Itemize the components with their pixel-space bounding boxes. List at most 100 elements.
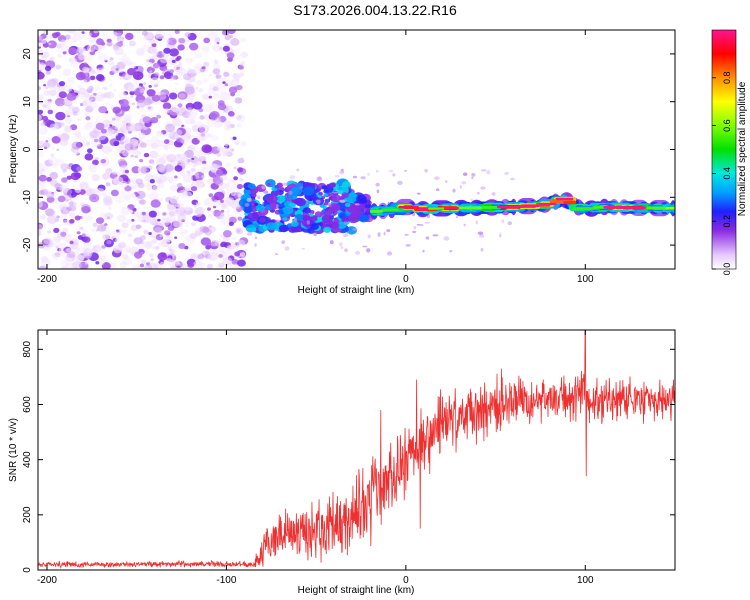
spectrogram-noise-blob	[165, 235, 173, 243]
spectrogram-noise-blob	[97, 224, 107, 232]
spectrogram-noise-blob	[105, 102, 110, 106]
spectrogram-noise-blob	[166, 154, 177, 163]
spectrogram-onset-blob	[302, 207, 311, 214]
spectrogram-noise-blob	[87, 45, 96, 53]
spectrogram-noise-blob	[216, 84, 227, 94]
spectrogram-noise-blob	[64, 117, 73, 124]
spectrogram-noise-blob	[236, 115, 242, 120]
spectrogram-noise-blob	[89, 193, 100, 203]
spectrogram-noise-blob	[134, 155, 139, 159]
spectrogram-noise-blob	[74, 131, 82, 138]
spectrogram-noise-blob	[140, 259, 147, 265]
spectrogram-noise-blob	[72, 111, 79, 116]
spectrogram-faint-blob	[386, 251, 393, 256]
spectrogram-noise-blob	[139, 88, 145, 93]
spectrogram-noise-blob	[128, 40, 136, 47]
spectrogram-noise-blob	[174, 30, 180, 34]
spectrogram-noise-blob	[182, 126, 186, 129]
spectrogram-noise-blob	[134, 125, 140, 130]
spectrogram-noise-blob	[85, 116, 91, 121]
spectrogram-faint-blob	[449, 250, 453, 253]
spectrogram-noise-blob	[52, 255, 59, 260]
spectrogram-carrier-segment	[555, 197, 574, 201]
spectrogram-faint-blob	[386, 229, 391, 233]
spectrogram-faint-blob	[434, 176, 440, 180]
spectrogram-onset-blob	[282, 216, 288, 221]
spectrogram-noise-blob	[240, 62, 245, 67]
spectrogram-noise-blob	[86, 67, 95, 74]
spectrogram-noise-blob	[183, 229, 189, 235]
spectrogram-noise-blob	[83, 68, 90, 73]
spectrogram-noise-blob	[214, 117, 222, 123]
spectrogram-noise-blob	[120, 136, 130, 144]
spectrogram-noise-blob	[211, 135, 219, 142]
spectrogram-noise-blob	[151, 135, 159, 142]
spectrogram-noise-blob	[166, 176, 173, 183]
spectrogram-noise-blob	[38, 141, 43, 147]
spectrogram-noise-blob	[212, 62, 221, 70]
spectrogram-noise-blob	[75, 254, 85, 262]
spectrogram-noise-blob	[109, 57, 114, 61]
spectrogram-noise-blob	[106, 216, 111, 220]
spectrogram-noise-blob	[76, 231, 81, 235]
spectrogram-noise-blob	[65, 199, 69, 202]
spectrogram-noise-blob	[240, 141, 247, 147]
spectrogram-noise-blob	[155, 30, 166, 40]
spectrogram-noise-blob	[143, 37, 148, 41]
spectrogram-noise-blob	[165, 123, 176, 133]
spectrogram-noise-blob	[119, 40, 123, 44]
spectrogram-noise-blob	[174, 129, 183, 136]
spectrogram-faint-blob	[416, 223, 421, 226]
spectrogram-onset-blob	[338, 186, 343, 191]
spectrogram-faint-blob	[334, 175, 340, 178]
spectrogram-noise-blob	[81, 233, 86, 237]
spectrogram-faint-blob	[377, 232, 381, 237]
spectrogram-noise-blob	[113, 141, 120, 147]
spectrogram-noise-blob	[66, 239, 71, 243]
spectrogram-noise-blob	[225, 210, 230, 214]
spectrogram-faint-blob	[298, 186, 304, 190]
spectrogram-noise-blob	[84, 61, 88, 65]
spectrogram-faint-blob	[343, 234, 349, 237]
spectrogram-noise-blob	[38, 35, 43, 41]
spectrogram-noise-blob	[148, 191, 159, 201]
spectrogram-noise-blob	[230, 148, 235, 152]
spectrogram-noise-blob	[176, 261, 180, 265]
spectrogram-noise-blob	[125, 247, 132, 253]
spectrogram-onset-blob	[247, 212, 260, 222]
spectrogram-noise-blob	[220, 241, 228, 248]
spectrogram-noise-blob	[186, 170, 191, 174]
spectrogram-onset-blob	[318, 191, 323, 196]
spectrogram-noise-blob	[173, 245, 178, 249]
spectrogram-carrier-segment	[496, 205, 512, 209]
spectrogram-noise-blob	[233, 166, 237, 170]
spectrogram-noise-blob	[148, 85, 152, 88]
spectrogram-noise-blob	[189, 42, 199, 51]
spectrogram-onset-blob	[308, 197, 313, 202]
spectrogram-noise-blob	[38, 109, 44, 115]
spectrogram-noise-blob	[164, 230, 171, 236]
spectrogram-faint-blob	[507, 221, 512, 226]
spectrogram-noise-blob	[79, 135, 87, 141]
spectrogram-noise-blob	[196, 133, 207, 142]
spectrogram-onset-blob	[323, 193, 328, 197]
spectrogram-noise-blob	[207, 133, 213, 138]
spectrogram-noise-blob	[219, 91, 231, 101]
spectrogram-noise-blob	[119, 99, 129, 107]
spectrogram-noise-blob	[95, 117, 99, 121]
spectrogram-noise-blob	[101, 96, 105, 100]
spectrogram-noise-blob	[237, 167, 244, 173]
spectrogram-noise-blob	[237, 157, 245, 164]
spectrogram-faint-blob	[261, 202, 265, 205]
spectrogram-y-label: Frequency (Hz)	[8, 115, 19, 184]
spectrogram-noise-blob	[190, 167, 196, 172]
spectrogram-noise-blob	[76, 166, 83, 172]
spectrogram-faint-blob	[289, 206, 292, 210]
spectrogram-noise-blob	[195, 174, 199, 178]
spectrogram-noise-blob	[49, 171, 59, 180]
spectrogram-faint-blob	[444, 180, 448, 183]
spectrogram-noise-blob	[183, 73, 192, 81]
spectrogram-noise-blob	[226, 125, 232, 129]
spectrogram-faint-blob	[263, 190, 269, 194]
spectrogram-noise-blob	[178, 243, 186, 249]
